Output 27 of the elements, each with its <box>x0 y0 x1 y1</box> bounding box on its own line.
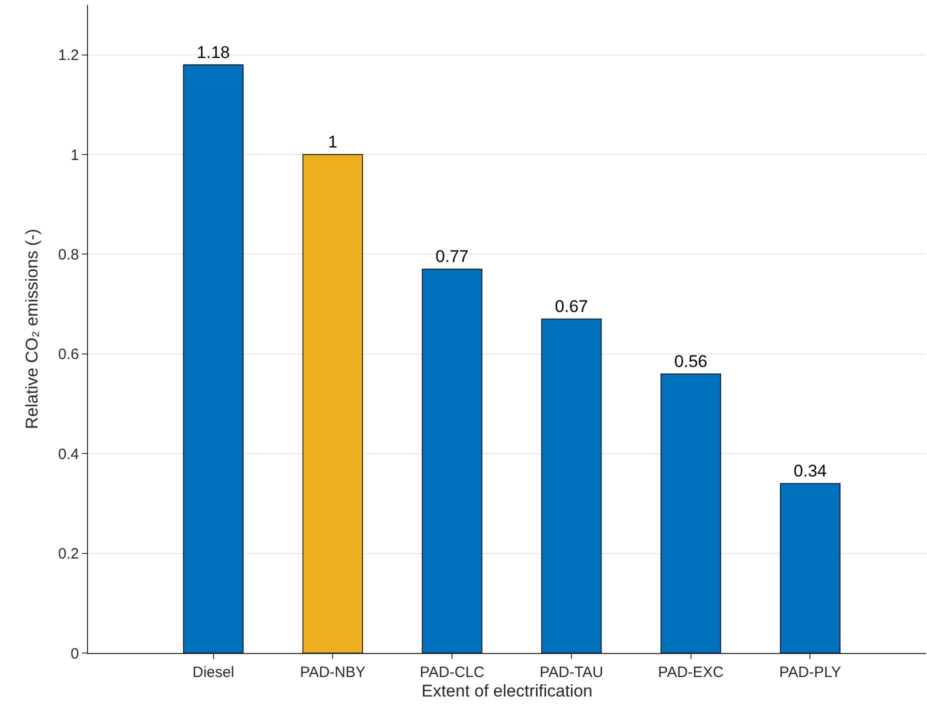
x-tick-label: PAD-CLC <box>420 664 485 681</box>
x-tick-label: PAD-EXC <box>658 664 724 681</box>
y-tick-label: 0.6 <box>58 346 79 364</box>
bar <box>541 318 602 653</box>
x-tick-label: Diesel <box>192 664 234 681</box>
y-tick-label: 0.8 <box>58 246 79 264</box>
x-axis-title: Extent of electrification <box>421 681 593 700</box>
y-tick-label: 0.2 <box>58 546 79 563</box>
y-tick-label: 0.4 <box>58 446 79 463</box>
x-tick-label: PAD-TAU <box>540 664 604 681</box>
data-label: 0.77 <box>436 247 469 266</box>
y-tick-label: 1 <box>70 146 79 164</box>
y-tick-label: 0 <box>70 645 79 662</box>
bar <box>660 373 722 653</box>
bar <box>422 268 482 653</box>
bar <box>780 483 840 653</box>
data-label: 0.67 <box>554 297 588 316</box>
bar <box>183 64 244 653</box>
x-tick-label: PAD-PLY <box>779 664 842 681</box>
y-tick-label: 1.2 <box>58 47 79 64</box>
bar <box>302 154 363 653</box>
data-label: 1.18 <box>196 42 230 62</box>
x-tick-label: PAD-NBY <box>300 664 366 681</box>
data-label: 0.56 <box>674 352 708 371</box>
data-label: 0.34 <box>794 462 827 481</box>
y-axis-title: Relative CO₂ emissions (-) <box>22 228 42 430</box>
data-label: 1 <box>328 132 338 152</box>
